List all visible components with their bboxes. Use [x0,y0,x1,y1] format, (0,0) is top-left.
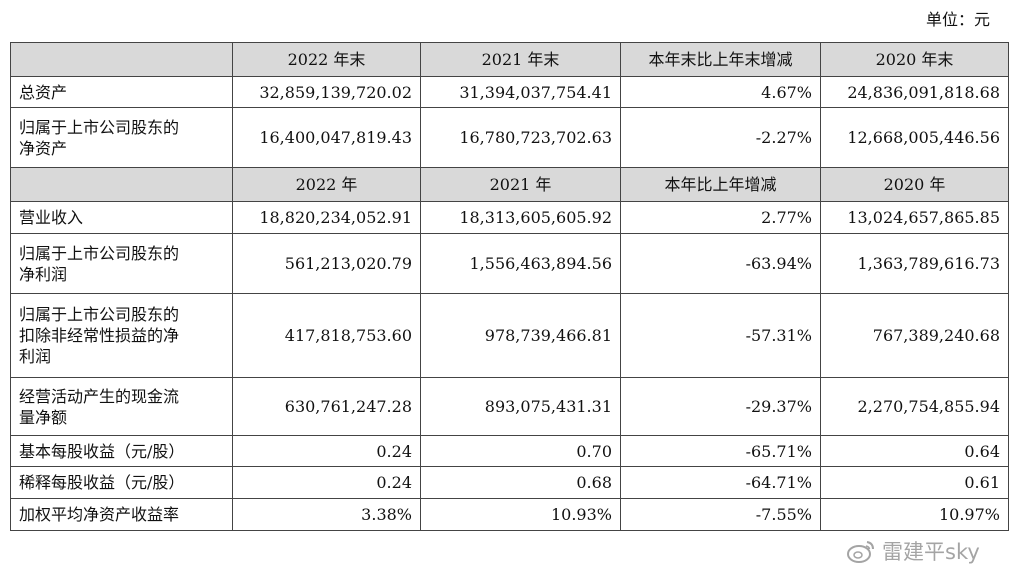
value-cell: 10.93% [420,498,621,531]
header-cell: 2020 年末 [820,42,1009,77]
header-cell: 本年末比上年末增减 [620,42,821,77]
value-cell: 13,024,657,865.85 [820,201,1009,234]
value-cell: 12,668,005,446.56 [820,107,1009,168]
value-cell: -64.71% [620,466,821,499]
header-cell: 2022 年 [232,167,421,202]
header-corner [10,42,233,77]
value-cell: 0.61 [820,466,1009,499]
value-cell: 2,270,754,855.94 [820,377,1009,436]
value-cell: 0.24 [232,435,421,467]
row-label: 归属于上市公司股东的 净资产 [10,107,233,168]
table-row: 稀释每股收益（元/股） 0.24 0.68 -64.71% 0.61 [10,466,1009,499]
value-cell: 1,556,463,894.56 [420,233,621,294]
table-row: 总资产 32,859,139,720.02 31,394,037,754.41 … [10,76,1009,108]
row-label: 归属于上市公司股东的 净利润 [10,233,233,294]
value-cell: 1,363,789,616.73 [820,233,1009,294]
value-cell: 4.67% [620,76,821,108]
table-row: 归属于上市公司股东的 扣除非经常性损益的净 利润 417,818,753.60 97… [10,293,1009,378]
value-cell: 32,859,139,720.02 [232,76,421,108]
header-cell: 2020 年 [820,167,1009,202]
row-label: 归属于上市公司股东的 扣除非经常性损益的净 利润 [10,293,233,378]
header-row-year: 2022 年 2021 年 本年比上年增减 2020 年 [10,167,1009,202]
header-corner [10,167,233,202]
value-cell: 18,820,234,052.91 [232,201,421,234]
row-label: 基本每股收益（元/股） [10,435,233,467]
table-row: 加权平均净资产收益率 3.38% 10.93% -7.55% 10.97% [10,498,1009,531]
value-cell: -57.31% [620,293,821,378]
header-cell: 本年比上年增减 [620,167,821,202]
value-cell: -29.37% [620,377,821,436]
value-cell: -65.71% [620,435,821,467]
row-label: 加权平均净资产收益率 [10,498,233,531]
value-cell: 3.38% [232,498,421,531]
table-row: 归属于上市公司股东的 净利润 561,213,020.79 1,556,463,8… [10,233,1009,294]
row-label: 稀释每股收益（元/股） [10,466,233,499]
value-cell: 978,739,466.81 [420,293,621,378]
watermark: 雷建平sky [846,536,980,566]
table-row: 营业收入 18,820,234,052.91 18,313,605,605.92… [10,201,1009,234]
unit-label: 单位：元 [925,10,990,29]
value-cell: 16,780,723,702.63 [420,107,621,168]
table-row: 经营活动产生的现金流 量净额 630,761,247.28 893,075,431… [10,377,1009,436]
header-row-year-end: 2022 年末 2021 年末 本年末比上年末增减 2020 年末 [10,42,1009,77]
value-cell: 0.70 [420,435,621,467]
header-cell: 2022 年末 [232,42,421,77]
row-label: 营业收入 [10,201,233,234]
value-cell: 0.64 [820,435,1009,467]
row-label: 经营活动产生的现金流 量净额 [10,377,233,436]
value-cell: 0.68 [420,466,621,499]
row-label: 总资产 [10,76,233,108]
weibo-icon [847,541,874,563]
watermark-text: 雷建平sky [882,540,980,564]
value-cell: 561,213,020.79 [232,233,421,294]
value-cell: 417,818,753.60 [232,293,421,378]
value-cell: 2.77% [620,201,821,234]
table-row: 基本每股收益（元/股） 0.24 0.70 -65.71% 0.64 [10,435,1009,467]
value-cell: 630,761,247.28 [232,377,421,436]
header-cell: 2021 年 [420,167,621,202]
value-cell: 31,394,037,754.41 [420,76,621,108]
value-cell: 893,075,431.31 [420,377,621,436]
value-cell: 16,400,047,819.43 [232,107,421,168]
value-cell: -63.94% [620,233,821,294]
value-cell: 10.97% [820,498,1009,531]
header-cell: 2021 年末 [420,42,621,77]
value-cell: 18,313,605,605.92 [420,201,621,234]
value-cell: 0.24 [232,466,421,499]
value-cell: -7.55% [620,498,821,531]
table-row: 归属于上市公司股东的 净资产 16,400,047,819.43 16,780,7… [10,107,1009,168]
financial-table: 2022 年末 2021 年末 本年末比上年末增减 2020 年末 总资产 32… [10,42,1009,531]
value-cell: 24,836,091,818.68 [820,76,1009,108]
value-cell: 767,389,240.68 [820,293,1009,378]
value-cell: -2.27% [620,107,821,168]
